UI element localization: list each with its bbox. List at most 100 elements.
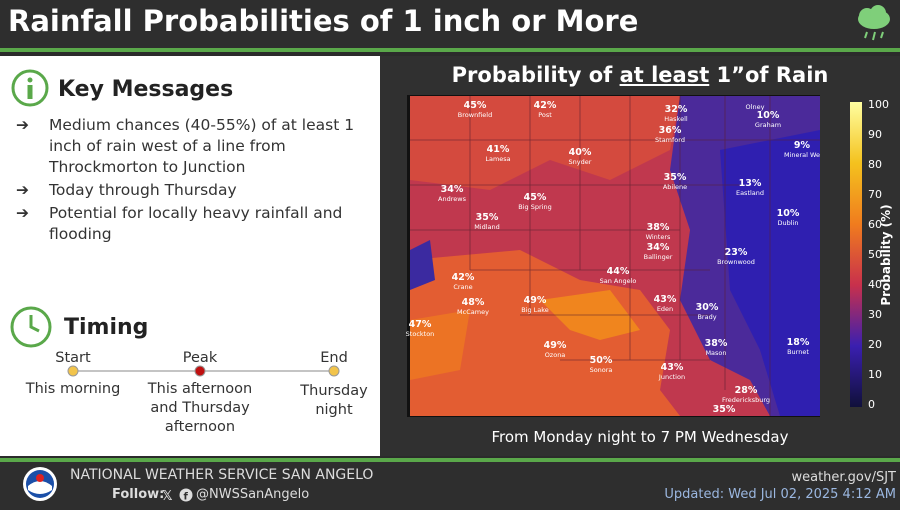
key-list: ➔ Medium chances (40-55%) of at least 1 i… [16, 115, 376, 247]
location-name: Brownwood [717, 258, 755, 266]
colorbar-tick: 90 [868, 128, 882, 141]
location-pct: 36% [659, 125, 682, 136]
location-pct: 32% [665, 104, 688, 115]
clock-icon [10, 306, 52, 348]
location-pct: 9% [794, 140, 811, 151]
location-pct: 44% [607, 266, 630, 277]
location-name: Brady [697, 313, 716, 321]
location-pct: 40% [569, 147, 592, 158]
colorbar-tick: 60 [868, 218, 882, 231]
key-item: ➔ Medium chances (40-55%) of at least 1 i… [16, 115, 376, 178]
colorbar-tick: 30 [868, 308, 882, 321]
location-name: Dublin [778, 219, 799, 227]
location-name: Stamford [655, 136, 685, 144]
stage-time: This morning [25, 381, 121, 397]
footer [0, 458, 900, 510]
title-bar [0, 0, 900, 52]
location-pct: 13% [739, 178, 762, 189]
location-pct: 49% [544, 340, 567, 351]
location-name: San Angelo [600, 277, 637, 285]
arrow: ➔ [16, 181, 29, 199]
location-name: Winters [646, 233, 671, 241]
location-pct: 18% [787, 337, 810, 348]
location-name: McCamey [457, 308, 489, 316]
location-pct: 43% [661, 362, 684, 373]
location-name: Haskell [664, 115, 688, 123]
map-note: From Monday night to 7 PM Wednesday [491, 428, 789, 446]
map-title-underlined: at least [619, 63, 710, 87]
social-handle: @NWSSanAngelo [196, 487, 310, 502]
location-name: Stockton [406, 330, 435, 338]
location-name: Eastland [736, 189, 764, 197]
follow-label: Follow: [112, 487, 165, 502]
location-pct: 23% [725, 247, 748, 258]
title: Rainfall Probabilities of 1 inch or More [8, 4, 639, 38]
location-pct: 28% [735, 385, 758, 396]
location-pct: 10% [757, 110, 780, 121]
colorbar-tick: 80 [868, 158, 882, 171]
location-name: Junction [658, 373, 685, 381]
location-name: Big Spring [518, 203, 551, 211]
location-name: Abilene [663, 183, 687, 191]
location-name: Mineral We [784, 151, 820, 159]
location-name: Ozona [545, 351, 566, 359]
colorbar-tick: 100 [868, 98, 889, 111]
location-name: Eden [657, 305, 673, 313]
location-pct: 30% [696, 302, 719, 313]
location-pct: 42% [534, 100, 557, 111]
stage-label: End [320, 350, 348, 366]
rain-icon [858, 5, 890, 41]
colorbar-tick: 70 [868, 188, 882, 201]
location-pct: 48% [462, 297, 485, 308]
colorbar-tick: 10 [868, 368, 882, 381]
location-name: Lamesa [485, 155, 510, 163]
map-title-post: 1”of Rain [709, 63, 829, 87]
location-pct: 42% [452, 272, 475, 283]
key-item: ➔ Potential for locally heavy rainfall an… [16, 203, 376, 245]
colorbar-tick: 40 [868, 278, 882, 291]
location-name: Sonora [590, 366, 613, 374]
key-text: Medium chances (40-55%) of at least 1 in… [49, 116, 355, 176]
timing-heading: Timing [64, 315, 149, 340]
location-pct: 41% [487, 144, 510, 155]
office-name: NATIONAL WEATHER SERVICE SAN ANGELO [70, 467, 374, 483]
location-pct: 43% [654, 294, 677, 305]
location-pct: 45% [464, 100, 487, 111]
colorbar-tick: 0 [868, 398, 875, 411]
location-pct: 50% [590, 355, 613, 366]
stage-time: This afternoon and Thursday afternoon [147, 381, 253, 435]
key-heading: Key Messages [58, 77, 234, 102]
stage-time: Thursday night [300, 383, 368, 418]
location-pct: 38% [705, 338, 728, 349]
location-name: Mason [705, 349, 726, 357]
location-pct: 47% [409, 319, 432, 330]
location-name: Ballinger [644, 253, 673, 261]
location-name: Big Lake [521, 306, 549, 314]
timeline [67, 365, 340, 377]
updated: Updated: Wed Jul 02, 2025 4:12 AM [664, 487, 896, 502]
svg-text:f: f [184, 492, 189, 503]
colorbar-tick: 20 [868, 338, 882, 351]
location-pct: 10% [777, 208, 800, 219]
location-pct: 35% [664, 172, 687, 183]
map-title: Probability of at least 1”of Rain [380, 63, 900, 87]
arrow: ➔ [16, 204, 29, 222]
svg-text:𝕏: 𝕏 [162, 489, 173, 503]
location-name: Midland [474, 223, 500, 231]
location-name: Brownfield [458, 111, 492, 119]
left-panel [0, 56, 380, 456]
location-name: Post [538, 111, 552, 119]
location-name: Burnet [787, 348, 809, 356]
location-pct: 35% [476, 212, 499, 223]
location-pct: 38% [647, 222, 670, 233]
location-name: Crane [453, 283, 472, 291]
map-title-pre: Probability of [451, 63, 620, 87]
arrow: ➔ [16, 116, 29, 134]
colorbar-label: Probability (%) [879, 204, 893, 305]
location-name: Graham [755, 121, 781, 129]
key-text: Potential for locally heavy rainfall and… [49, 204, 343, 243]
location-name: Snyder [569, 158, 592, 166]
